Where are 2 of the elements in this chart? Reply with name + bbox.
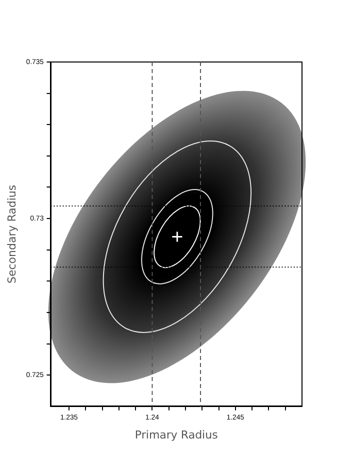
x-axis-title: Primary Radius [134, 428, 218, 442]
y-axis-title: Secondary Radius [5, 184, 18, 284]
